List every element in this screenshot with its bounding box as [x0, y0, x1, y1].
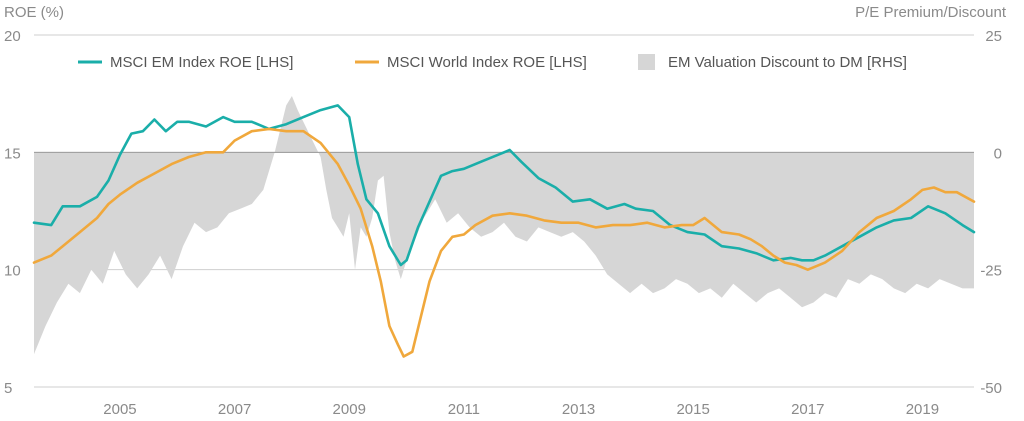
left-tick-label: 10 [4, 263, 21, 280]
right-axis-title: P/E Premium/Discount [855, 4, 1007, 21]
x-tick-label: 2005 [103, 401, 136, 418]
x-tick-label: 2017 [791, 401, 824, 418]
series-area-valuation-discount [34, 96, 974, 355]
left-tick-label: 15 [4, 145, 21, 162]
right-axis: P/E Premium/Discount -50 -25 0 25 [855, 4, 1007, 397]
discount-area-layer [34, 96, 974, 355]
legend-label-world-roe: MSCI World Index ROE [LHS] [387, 54, 587, 71]
legend: MSCI EM Index ROE [LHS] MSCI World Index… [78, 54, 907, 71]
left-tick-label: 5 [4, 380, 12, 397]
left-tick-label: 20 [4, 28, 21, 45]
series-line-em-roe [32, 104, 976, 267]
left-axis-title: ROE (%) [4, 4, 64, 21]
x-tick-label: 2013 [562, 401, 595, 418]
x-tick-label: 2015 [676, 401, 709, 418]
line-series-layer [32, 104, 976, 358]
x-tick-label: 2011 [448, 401, 480, 418]
right-tick-label: -25 [980, 263, 1002, 280]
legend-label-em-roe: MSCI EM Index ROE [LHS] [110, 54, 293, 71]
x-axis: 2005 2007 2009 2011 2013 2015 2017 2019 [103, 401, 939, 418]
right-tick-label: -50 [980, 380, 1002, 397]
x-tick-label: 2007 [218, 401, 251, 418]
right-tick-label: 25 [985, 28, 1002, 45]
x-tick-label: 2019 [906, 401, 939, 418]
legend-label-valuation-discount: EM Valuation Discount to DM [RHS] [668, 54, 907, 71]
x-tick-label: 2009 [333, 401, 366, 418]
left-axis: ROE (%) 5 10 15 20 [4, 4, 64, 397]
series-line-world-roe [32, 127, 976, 358]
legend-swatch-valuation-discount [638, 54, 655, 70]
right-tick-label: 0 [994, 145, 1002, 162]
